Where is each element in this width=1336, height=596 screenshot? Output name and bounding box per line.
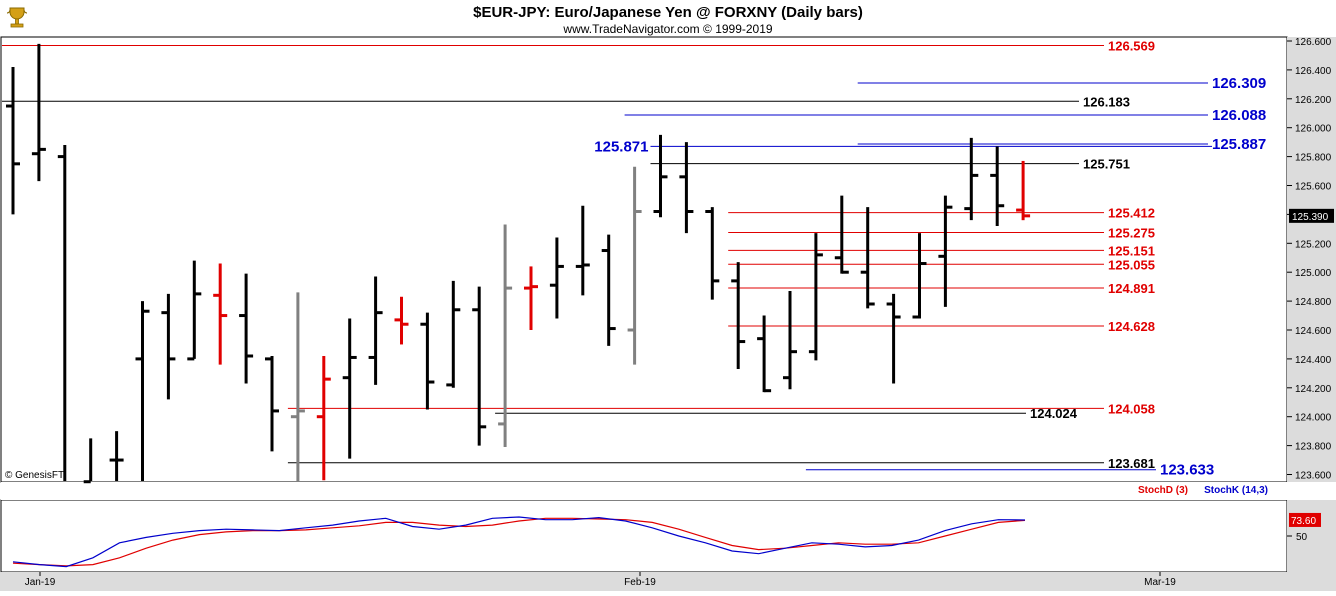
ohlc-bar	[886, 293, 901, 384]
ohlc-bar	[912, 233, 927, 319]
y-tick-label: 125.000	[1295, 268, 1332, 279]
y-tick-label: 124.000	[1295, 413, 1332, 424]
level-label: 125.275	[1108, 225, 1155, 240]
level-label: 124.891	[1108, 281, 1155, 296]
y-tick-label: 124.800	[1295, 297, 1332, 308]
price-axis	[1287, 37, 1336, 482]
stoch-k-legend: StochK (14,3)	[1204, 485, 1268, 496]
stoch-tick-label: 50	[1296, 532, 1308, 543]
watermark: © GenesisFT	[5, 470, 64, 481]
stoch-d-line	[12, 517, 1026, 567]
ohlc-bar	[135, 301, 150, 481]
stoch-last-label: 73.60	[1291, 516, 1316, 527]
level-label: 126.183	[1083, 94, 1130, 109]
ohlc-bar	[239, 273, 254, 384]
stoch-legend-strip	[1, 482, 1336, 500]
ohlc-bar	[938, 195, 953, 307]
y-tick-label: 125.200	[1295, 239, 1332, 250]
level-label: 124.058	[1108, 401, 1155, 416]
y-tick-label: 126.600	[1295, 37, 1332, 48]
ohlc-bar	[808, 233, 823, 361]
time-axis	[0, 572, 1336, 591]
ohlc-bar	[57, 145, 67, 481]
x-tick-label: Mar-19	[1144, 577, 1176, 588]
ohlc-bar	[524, 266, 538, 330]
stoch-last-box	[1289, 512, 1321, 527]
ohlc-bar	[31, 43, 46, 182]
ohlc-bar	[394, 296, 409, 345]
ohlc-bar	[213, 263, 228, 365]
level-label: 125.751	[1083, 157, 1130, 172]
ohlc-bar	[757, 315, 772, 393]
y-tick-label: 125.800	[1295, 153, 1332, 164]
ohlc-bar	[834, 195, 849, 274]
level-label: 126.088	[1212, 107, 1266, 124]
ohlc-bar	[627, 166, 642, 365]
level-label: 125.055	[1108, 257, 1155, 272]
y-tick-label: 124.600	[1295, 326, 1332, 337]
ohlc-bar	[498, 224, 513, 448]
ohlc-bar	[990, 146, 1005, 226]
ohlc-bar	[601, 234, 616, 346]
ohlc-bar	[549, 237, 564, 319]
y-tick-label: 126.200	[1295, 95, 1332, 106]
ohlc-bar	[187, 260, 202, 361]
ohlc-bar	[731, 262, 746, 370]
y-tick-label: 126.400	[1295, 66, 1332, 77]
ohlc-bar	[109, 431, 124, 481]
stoch-k-line	[12, 516, 1026, 568]
y-tick-label: 124.400	[1295, 355, 1332, 366]
level-label: 124.628	[1108, 319, 1155, 334]
y-tick-label: 126.000	[1295, 124, 1332, 135]
level-label: 123.681	[1108, 456, 1155, 471]
ohlc-bar	[420, 312, 435, 410]
ohlc-bar	[368, 276, 383, 385]
ohlc-bar	[679, 142, 694, 234]
level-label: 123.633	[1160, 462, 1214, 479]
chart-title: $EUR-JPY: Euro/Japanese Yen @ FORXNY (Da…	[473, 4, 863, 21]
level-label: 125.887	[1212, 136, 1266, 153]
ohlc-bar	[1016, 160, 1031, 221]
y-tick-label: 124.200	[1295, 384, 1332, 395]
level-label: 125.871	[594, 138, 648, 155]
last-price-box	[1289, 208, 1334, 223]
level-label: 125.412	[1108, 206, 1155, 221]
ohlc-bar	[290, 292, 305, 481]
ohlc-bar	[446, 280, 461, 388]
ohlc-bar	[83, 438, 93, 484]
ohlc-bar	[342, 318, 357, 459]
trophy-icon	[4, 4, 30, 30]
level-label: 124.024	[1030, 406, 1078, 421]
y-tick-label: 123.600	[1295, 471, 1332, 482]
level-label: 125.151	[1108, 243, 1155, 258]
level-label: 126.569	[1108, 38, 1155, 53]
chart-subtitle: www.TradeNavigator.com © 1999-2019	[562, 22, 772, 36]
ohlc-bar	[265, 356, 279, 452]
ohlc-bar	[860, 207, 875, 309]
y-tick-label: 125.600	[1295, 182, 1332, 193]
ohlc-bar	[783, 290, 797, 390]
ohlc-bar	[575, 205, 590, 296]
ohlc-bar	[6, 67, 20, 215]
stoch-axis	[1287, 500, 1336, 572]
ohlc-bar	[316, 356, 331, 481]
x-tick-label: Feb-19	[624, 577, 656, 588]
y-tick-label: 123.800	[1295, 442, 1332, 453]
x-tick-label: Jan-19	[25, 577, 56, 588]
ohlc-bar	[964, 137, 979, 221]
level-label: 126.309	[1212, 75, 1266, 92]
stoch-d-legend: StochD (3)	[1138, 485, 1188, 496]
ohlc-bar	[472, 286, 487, 446]
last-price-label: 125.390	[1292, 212, 1329, 223]
ohlc-bar	[653, 134, 668, 218]
ohlc-bar	[705, 207, 720, 300]
ohlc-bar	[161, 293, 176, 400]
